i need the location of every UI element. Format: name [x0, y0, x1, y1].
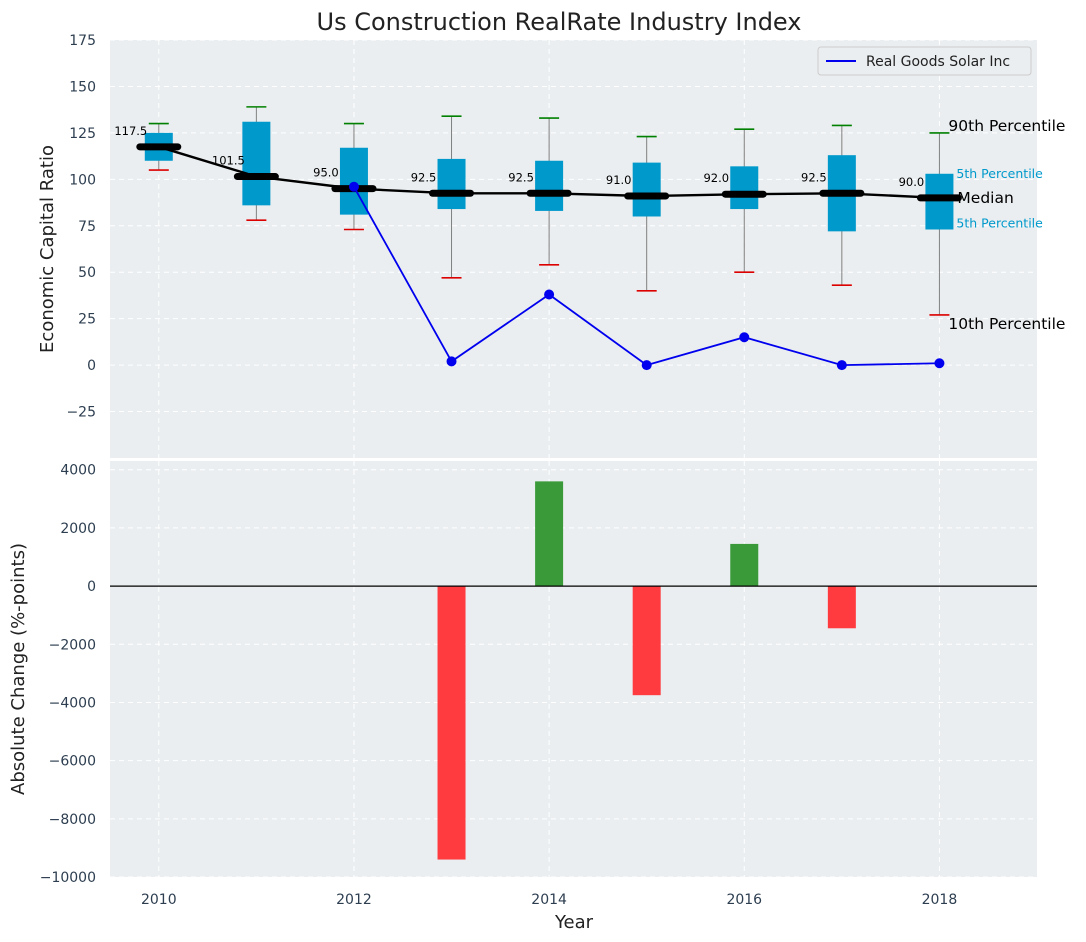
company-point-2014 [544, 289, 555, 300]
top-y-tick-label: 150 [69, 79, 96, 95]
bottom-y-ticks: −10000 −8000 −6000 −4000 −2000 0 2000 4000 [40, 463, 96, 886]
top-y-tick-label: 50 [78, 265, 96, 281]
bottom-panel-background [110, 461, 1037, 877]
top-y-tick-label: 25 [78, 312, 96, 328]
bottom-y-tick-label: −8000 [49, 812, 96, 828]
top-y-tick-label: −25 [66, 405, 96, 421]
company-point-2012 [348, 181, 359, 192]
box-iqr-2013 [437, 158, 466, 210]
company-point-2016 [739, 332, 750, 343]
bottom-panel: −10000 −8000 −6000 −4000 −2000 0 2000 4000 2010… [8, 461, 1037, 933]
legend-frame [817, 46, 1032, 76]
annotation-median: Median [957, 189, 1013, 207]
median-value-label-2015: 91.0 [606, 173, 632, 187]
chart-title: Us Construction RealRate Industry Index [317, 8, 802, 36]
top-y-tick-label: 75 [78, 219, 96, 235]
top-y-tick-label: 175 [69, 33, 96, 49]
x-tick-label: 2018 [922, 892, 958, 908]
bottom-y-axis-title: Absolute Change (%-points) [8, 543, 29, 795]
change-bar-2016 [730, 543, 759, 587]
median-value-label-2011: 101.5 [212, 154, 245, 168]
top-panel-background [110, 40, 1037, 458]
bottom-y-tick-label: 4000 [60, 463, 96, 479]
bottom-y-tick-label: −6000 [49, 754, 96, 770]
box-iqr-2015 [632, 162, 661, 217]
annotation-10th-percentile: 10th Percentile [948, 315, 1065, 333]
top-y-tick-label: 0 [87, 358, 96, 374]
company-point-2013 [446, 356, 457, 367]
x-tick-label: 2014 [531, 892, 567, 908]
annotation-lower-5th-percentile: 5th Percentile [956, 215, 1043, 230]
x-tick-label: 2010 [141, 892, 177, 908]
change-bar-2015 [632, 586, 661, 696]
x-tick-label: 2012 [336, 892, 372, 908]
median-value-label-2014: 92.5 [508, 170, 534, 184]
top-y-tick-label: 100 [69, 172, 96, 188]
median-value-label-2016: 92.0 [703, 171, 729, 185]
legend-label-real-goods-solar: Real Goods Solar Inc [866, 54, 1010, 70]
legend: Real Goods Solar Inc [817, 46, 1032, 76]
median-value-label-2018: 90.0 [899, 175, 925, 189]
x-axis-title: Year [554, 912, 594, 933]
change-bar-2013 [437, 586, 466, 860]
bottom-y-tick-label: −10000 [40, 870, 96, 886]
change-bars [437, 481, 856, 860]
percentile-annotations: 90th Percentile 5th Percentile Median 5t… [948, 117, 1065, 333]
box-iqr-2018 [925, 173, 954, 230]
bottom-y-tick-label: 0 [87, 579, 96, 595]
median-value-label-2017: 92.5 [801, 170, 827, 184]
median-line-group [136, 143, 962, 202]
top-y-tick-label: 125 [69, 126, 96, 142]
top-y-ticks: −25 0 25 50 75 100 125 150 175 [66, 33, 96, 421]
bottom-y-tick-label: −4000 [49, 695, 96, 711]
median-value-label-2010: 117.5 [114, 124, 147, 138]
box-iqr-2016 [730, 166, 759, 210]
company-point-2018 [934, 358, 945, 369]
median-value-label-2013: 92.5 [411, 170, 437, 184]
top-y-axis-title: Economic Capital Ratio [37, 145, 58, 353]
company-point-2017 [836, 360, 847, 371]
annotation-upper-5th-percentile: 5th Percentile [956, 166, 1043, 181]
change-bar-2017 [827, 586, 856, 629]
change-bar-2014 [535, 481, 564, 587]
box-iqr-2011 [242, 121, 271, 206]
box-iqr-2014 [535, 160, 564, 211]
median-labels: 117.5 101.5 95.0 92.5 92.5 91.0 92.0 92.5 90.0 [114, 124, 924, 189]
top-panel: −25 0 25 50 75 100 125 150 175 117.5 101.5 95.0 92.… [37, 33, 1065, 458]
annotation-90th-percentile: 90th Percentile [948, 117, 1065, 135]
x-tick-label: 2016 [726, 892, 762, 908]
company-point-2015 [641, 360, 652, 371]
company-series [348, 181, 945, 371]
bottom-y-tick-label: 2000 [60, 521, 96, 537]
bottom-y-tick-label: −2000 [49, 637, 96, 653]
x-ticks: 2010 2012 2014 2016 2018 [141, 892, 957, 908]
median-value-label-2012: 95.0 [313, 166, 339, 180]
